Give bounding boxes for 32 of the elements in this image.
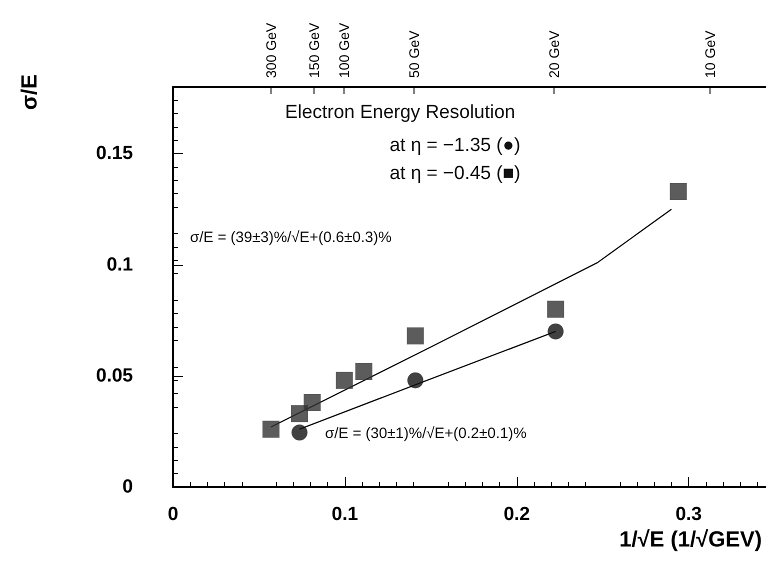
text: 100 GeV <box>336 22 352 78</box>
point <box>548 323 564 340</box>
x-axis-title: 1/√E (1/√GEV) <box>619 526 762 552</box>
text: 10 GeV <box>702 30 718 78</box>
text: 50 GeV <box>406 30 422 78</box>
point <box>407 372 424 388</box>
y-tick-label: 0.1 <box>106 254 134 276</box>
point <box>406 327 424 344</box>
x-tick-label: 0.2 <box>504 504 530 525</box>
y-axis-title: σ/E <box>16 74 42 110</box>
x-tick-label: 0.1 <box>332 504 359 525</box>
point <box>292 424 308 441</box>
point <box>355 362 372 380</box>
x-tick-label: 0.3 <box>675 504 702 525</box>
text: 150 GeV <box>306 22 322 78</box>
text: Electron Energy Resolution <box>285 102 516 123</box>
point <box>547 300 564 318</box>
annotation: σ/E = (39±3)%/√E+(0.6±0.3)% <box>190 229 392 246</box>
point <box>262 420 280 438</box>
y-tick-label: 0.15 <box>96 143 134 164</box>
y-tick-label: 0 <box>122 476 133 498</box>
y-tick-label: 0.05 <box>96 365 134 386</box>
text: 20 GeV <box>546 30 562 78</box>
point <box>304 394 321 412</box>
annotation: at η = −1.35 (●) <box>390 135 520 156</box>
point <box>670 182 687 200</box>
text: 300 GeV <box>263 22 279 78</box>
x-tick-label: 0 <box>168 504 178 525</box>
annotation: at η = −0.45 (■) <box>390 163 520 184</box>
point <box>291 405 308 422</box>
point <box>336 372 353 389</box>
annotation: σ/E = (30±1)%/√E+(0.2±0.1)% <box>325 425 527 442</box>
